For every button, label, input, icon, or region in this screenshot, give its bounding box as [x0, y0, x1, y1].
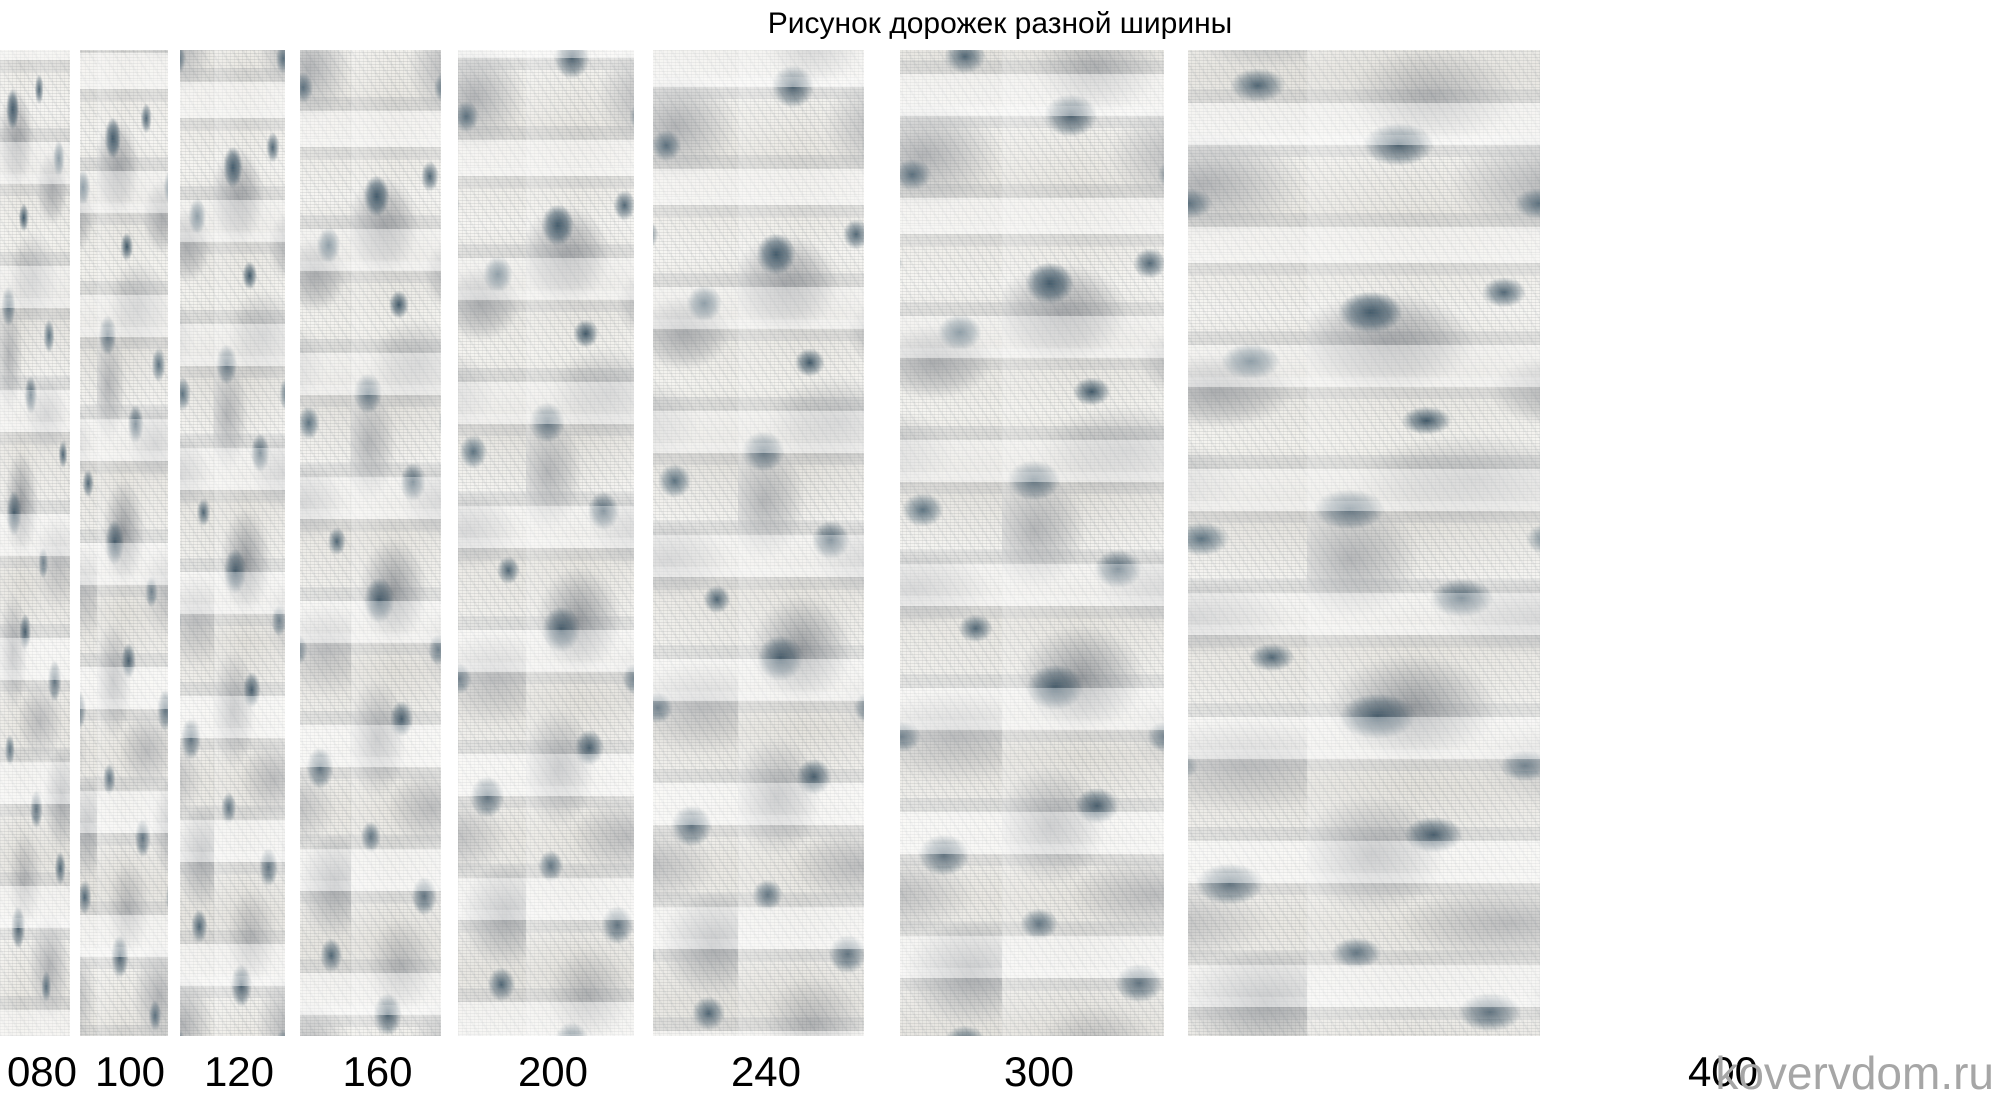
rug-texture-bands — [900, 50, 1164, 1036]
rug-texture-bands — [653, 50, 864, 1036]
rug-width-label-100: 100 — [94, 1048, 166, 1095]
rug-width-label-400: 400 — [1687, 1048, 1759, 1095]
rug-texture-wash — [300, 50, 441, 1036]
rug-texture-wash — [900, 50, 1164, 1036]
rug-width-label-200: 200 — [517, 1048, 589, 1095]
rug-width-label-120: 120 — [203, 1048, 275, 1095]
rug-texture-bands — [180, 50, 285, 1036]
rug-runner-300[interactable] — [900, 50, 1164, 1036]
rug-runner-100[interactable] — [80, 50, 168, 1036]
rug-runner-120[interactable] — [180, 50, 285, 1036]
rug-texture-bands — [458, 50, 634, 1036]
rug-runner-gallery — [0, 50, 2000, 1036]
rug-runner-160[interactable] — [300, 50, 441, 1036]
rug-texture-bands — [300, 50, 441, 1036]
rug-runner-200[interactable] — [458, 50, 634, 1036]
rug-width-label-160: 160 — [342, 1048, 413, 1095]
site-watermark: kovervdom.ru — [1715, 1047, 1994, 1099]
rug-texture-bands — [0, 50, 70, 1036]
rug-texture-wash — [458, 50, 634, 1036]
rug-width-label-240: 240 — [730, 1048, 802, 1095]
page-title: Рисунок дорожек разной ширины — [767, 7, 1233, 40]
rug-texture-wash — [180, 50, 285, 1036]
rug-runner-400[interactable] — [1188, 50, 1540, 1036]
rug-runner-080[interactable] — [0, 50, 70, 1036]
rug-texture-wash — [80, 50, 168, 1036]
rug-texture-wash — [653, 50, 864, 1036]
rug-texture-wash — [1188, 50, 1540, 1036]
rug-texture-bands — [1188, 50, 1540, 1036]
rug-width-label-300: 300 — [1003, 1048, 1075, 1095]
rug-texture-wash — [0, 50, 70, 1036]
rug-texture-bands — [80, 50, 168, 1036]
rug-runner-240[interactable] — [653, 50, 864, 1036]
rug-width-label-row: 080 100 120 160 200 240 300 400 — [0, 1036, 2000, 1107]
rug-width-label-080: 080 — [6, 1048, 78, 1095]
